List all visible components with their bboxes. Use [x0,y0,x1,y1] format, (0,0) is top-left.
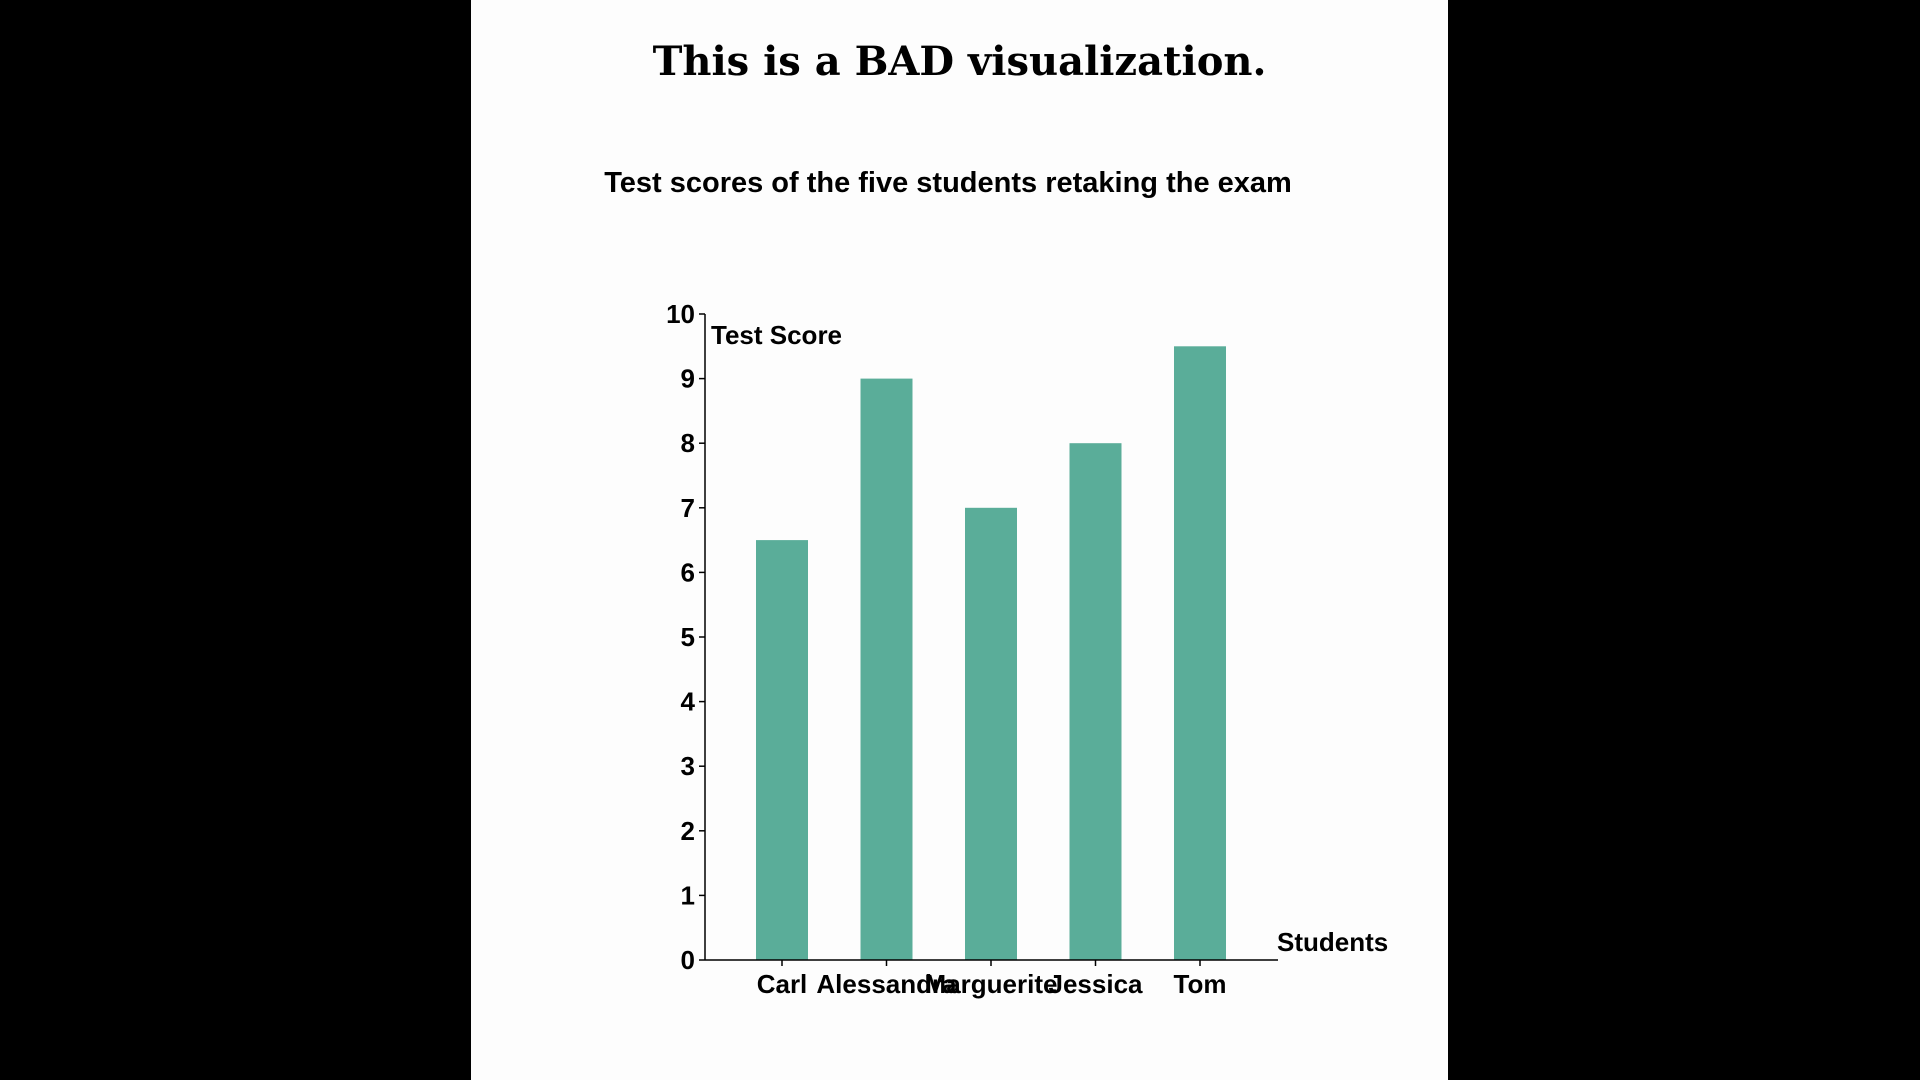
y-tick-label: 4 [681,687,696,717]
y-tick-label: 5 [681,622,695,652]
x-tick-label: Marguerite [925,969,1058,999]
bar-carl [756,540,808,960]
chart-title: Test scores of the five students retakin… [604,167,1292,199]
bar-jessica [1069,443,1122,960]
x-tick-label: Alessandra [816,969,957,999]
bar-chart: Test scores of the five students retakin… [604,167,1388,999]
y-tick-label: 2 [681,816,695,846]
x-tick-label: Jessica [1049,969,1144,999]
y-tick-label: 9 [681,364,695,394]
y-tick-label: 0 [681,945,695,975]
y-tick-label: 8 [681,428,695,458]
bar-tom [1174,346,1226,960]
page-heading: This is a BAD visualization. [652,38,1267,85]
y-tick-label: 10 [666,299,695,329]
x-tick-label: Tom [1174,969,1227,999]
y-tick-label: 6 [681,557,695,587]
y-tick-label: 1 [681,880,695,910]
y-tick-label: 3 [681,751,695,781]
y-axis-label: Test Score [711,320,842,350]
slide-canvas: This is a BAD visualization. Test scores… [471,0,1448,1080]
bars-group [756,346,1226,961]
bar-marguerite [965,507,1017,960]
x-axis-label: Students [1277,927,1388,957]
y-axis-ticks: 0 1 2 3 4 5 6 7 8 9 10 [666,299,705,975]
x-tick-label: Carl [757,969,808,999]
y-tick-label: 7 [681,493,695,523]
bar-alessandra [860,378,913,961]
